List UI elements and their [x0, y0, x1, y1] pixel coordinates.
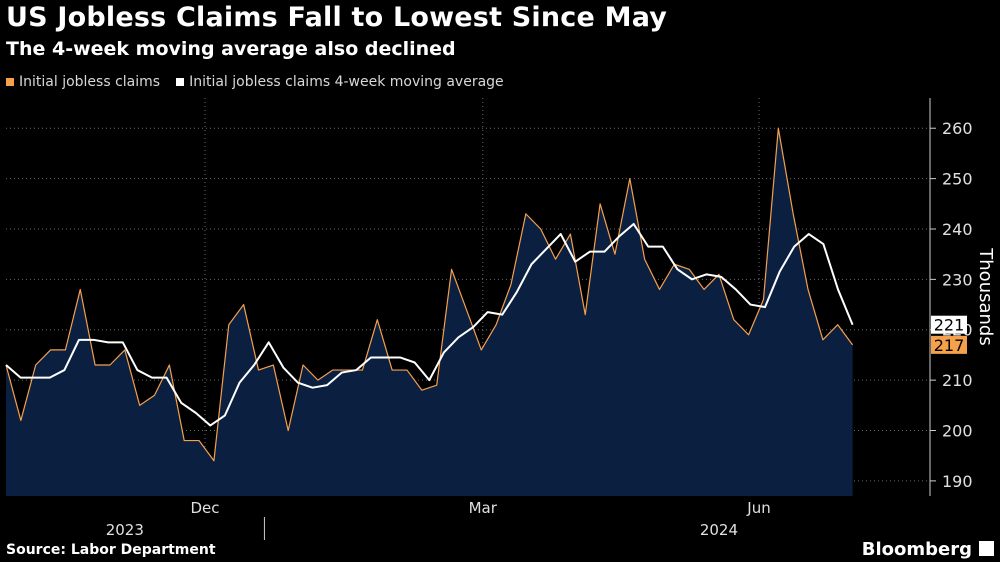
year-label: 2024	[700, 521, 738, 539]
y-tick-label: 240	[942, 220, 973, 239]
legend-item-average: Initial jobless claims 4-week moving ave…	[176, 74, 504, 90]
end-label-average: 221	[934, 316, 965, 335]
x-tick-label: Dec	[191, 499, 220, 517]
legend-label-claims: Initial jobless claims	[19, 74, 161, 90]
source-note: Source: Labor Department	[6, 542, 216, 558]
y-axis-title: Thousands	[975, 247, 996, 345]
chart-title: US Jobless Claims Fall to Lowest Since M…	[6, 2, 668, 33]
y-tick-label: 230	[942, 270, 973, 289]
year-label: 2023	[106, 521, 144, 539]
legend-item-claims: Initial jobless claims	[6, 74, 160, 90]
legend-swatch-claims	[6, 78, 14, 86]
end-label-claims: 217	[934, 336, 965, 355]
end-label-claims-box	[931, 335, 967, 354]
claims-line	[5, 127, 854, 462]
x-tick-label: Jun	[746, 499, 770, 517]
brand-mark-icon	[979, 541, 994, 556]
y-tick-label: 250	[942, 170, 973, 189]
legend: Initial jobless claims Initial jobless c…	[6, 74, 520, 90]
x-tick-label: Mar	[469, 499, 498, 517]
end-label-average-box	[931, 315, 967, 334]
legend-label-average: Initial jobless claims 4-week moving ave…	[189, 74, 504, 90]
chart-subtitle: The 4-week moving average also declined	[6, 38, 456, 60]
y-tick-label: 190	[942, 472, 973, 491]
average-line	[5, 222, 854, 427]
claims-area	[6, 128, 853, 496]
y-tick-label: 210	[942, 371, 973, 390]
legend-swatch-average	[176, 78, 185, 86]
y-tick-label: 200	[942, 422, 973, 441]
y-tick-label: 260	[942, 119, 973, 138]
brand-logo: Bloomberg	[861, 539, 972, 560]
